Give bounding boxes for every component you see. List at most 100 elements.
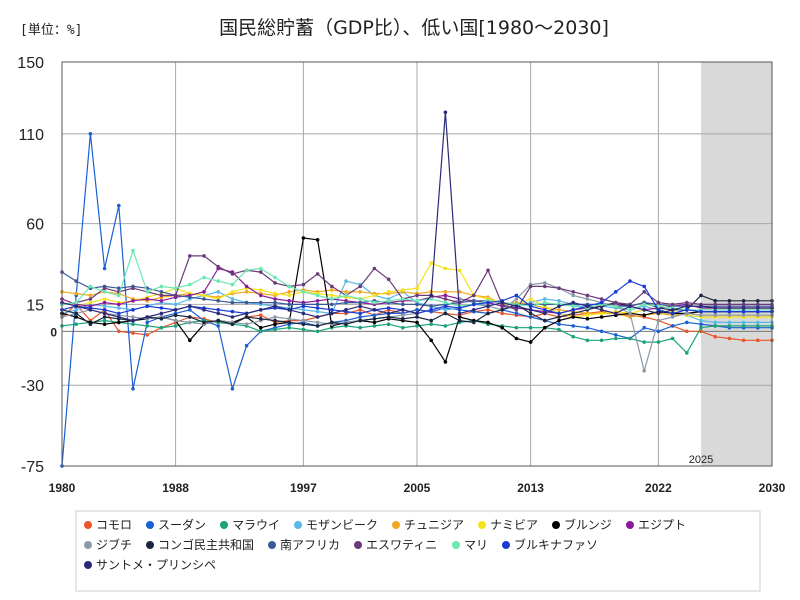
data-point [500, 311, 505, 316]
data-point [656, 308, 661, 312]
legend-item: チュニジア [392, 518, 464, 532]
legend-label: マリ [464, 538, 488, 552]
data-point [273, 291, 277, 296]
data-point [457, 268, 462, 273]
data-point [131, 322, 135, 327]
data-point [500, 300, 505, 305]
data-point [429, 293, 434, 298]
data-point [259, 329, 263, 334]
data-point [713, 302, 717, 307]
data-point [713, 306, 717, 310]
data-point [301, 304, 306, 309]
data-point [741, 324, 746, 328]
data-point [102, 315, 107, 319]
data-point [145, 315, 149, 319]
data-point [571, 290, 575, 294]
data-point [386, 299, 391, 303]
data-point [145, 297, 149, 301]
data-point [344, 322, 348, 327]
data-point [173, 308, 178, 312]
data-point [401, 313, 405, 318]
data-point [457, 318, 462, 323]
data-point [443, 110, 448, 115]
data-point [429, 297, 434, 301]
data-point [585, 293, 590, 298]
data-point [358, 284, 363, 289]
data-point [188, 254, 192, 258]
legend-item: スーダン [146, 517, 206, 532]
data-point [117, 203, 121, 208]
data-point [415, 293, 419, 298]
data-point [486, 311, 490, 316]
data-point [216, 264, 220, 269]
data-point [88, 284, 93, 289]
data-point [543, 300, 547, 305]
data-point [557, 308, 561, 312]
data-point [585, 325, 590, 330]
legend-marker [294, 521, 303, 529]
data-point [315, 315, 320, 319]
data-point [571, 300, 575, 305]
data-point [457, 315, 462, 319]
data-point [585, 313, 590, 318]
data-point [670, 336, 675, 341]
legend-item: ジブチ [84, 537, 132, 552]
data-point [74, 304, 78, 309]
data-point [514, 308, 519, 312]
x-tick-label: 2022 [645, 481, 672, 495]
data-point [543, 311, 547, 316]
data-point [557, 299, 561, 303]
data-point [202, 290, 206, 294]
data-point [642, 313, 646, 318]
data-point [514, 336, 519, 341]
data-point [614, 300, 618, 305]
legend-box [75, 510, 761, 592]
data-point [216, 318, 220, 323]
legend-label: ブルキナファソ [514, 537, 598, 552]
data-point [188, 295, 192, 300]
data-point [472, 320, 476, 325]
data-point [443, 266, 448, 271]
data-point [244, 311, 249, 316]
y-tick-label: 150 [17, 55, 44, 72]
data-point [727, 299, 732, 303]
data-point [443, 311, 448, 316]
data-point [528, 315, 533, 319]
data-point [628, 311, 632, 316]
legend-label: コモロ [96, 518, 132, 532]
data-point [301, 290, 306, 294]
data-point [173, 286, 178, 291]
data-point [358, 325, 363, 330]
data-point [159, 290, 164, 294]
data-point [741, 299, 746, 303]
data-point [585, 304, 590, 309]
data-point [599, 311, 604, 316]
data-point [727, 320, 732, 325]
legend-item: ブルンジ [552, 517, 612, 532]
data-point [102, 304, 107, 309]
data-point [386, 306, 391, 310]
data-point [372, 324, 377, 328]
data-point [188, 308, 192, 312]
data-point [131, 318, 135, 323]
legend-label: マラウイ [232, 518, 280, 532]
legend-item: マラウイ [220, 518, 280, 532]
data-point [259, 325, 263, 330]
data-point [102, 311, 107, 316]
data-point [145, 320, 149, 325]
data-point [301, 311, 306, 316]
series-14 [60, 110, 774, 323]
legend-label: サントメ・プリンシペ [96, 558, 216, 572]
data-point [514, 293, 519, 298]
data-point [656, 300, 661, 305]
data-point [216, 308, 220, 312]
axes: -75 -30 15 60 110 150 0 1980 1988 1997 2005 2013 202… [17, 55, 785, 495]
data-point [273, 327, 277, 332]
data-point [301, 308, 306, 312]
data-point [642, 340, 646, 344]
data-point [386, 315, 391, 319]
data-point [202, 308, 206, 312]
x-tick-label: 2005 [404, 481, 431, 495]
data-point [713, 299, 717, 303]
